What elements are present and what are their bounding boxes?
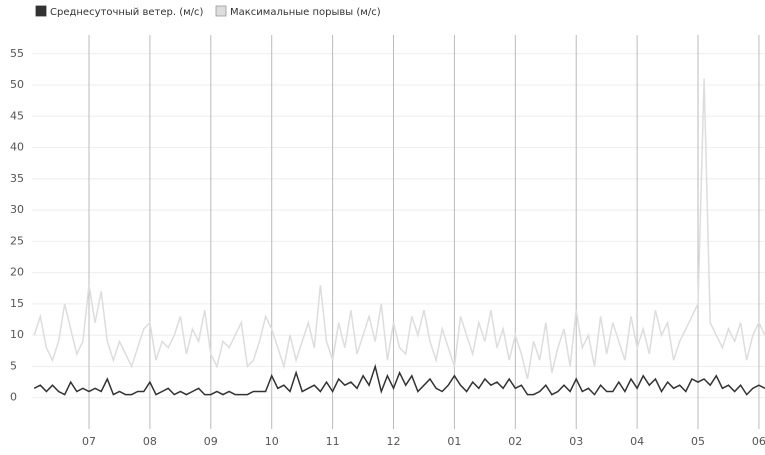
- y-tick-label: 5: [10, 359, 17, 372]
- y-tick-label: 30: [10, 203, 24, 216]
- x-tick-label: 06: [752, 435, 765, 448]
- series-line: [33, 363, 765, 396]
- y-tick-label: 50: [10, 78, 24, 91]
- x-tick-label: 03: [569, 435, 583, 448]
- y-tick-label: 15: [10, 297, 24, 310]
- legend-label: Среднесуточный ветер. (м/с): [50, 7, 204, 18]
- y-tick-label: 0: [10, 391, 17, 404]
- x-tick-label: 04: [630, 435, 644, 448]
- legend-swatch: [35, 5, 47, 17]
- x-tick-label: 07: [82, 435, 96, 448]
- x-tick-label: 02: [508, 435, 522, 448]
- y-tick-label: 45: [10, 109, 24, 122]
- x-tick-label: 01: [447, 435, 461, 448]
- x-tick-label: 10: [265, 435, 279, 448]
- legend-label: Максимальные порывы (м/с): [230, 7, 381, 18]
- y-tick-label: 35: [10, 172, 24, 185]
- y-tick-label: 25: [10, 234, 24, 247]
- x-tick-label: 08: [143, 435, 157, 448]
- y-tick-label: 20: [10, 266, 24, 279]
- y-tick-label: 10: [10, 328, 24, 341]
- legend-swatch: [215, 5, 227, 17]
- y-tick-label: 55: [10, 47, 24, 60]
- x-tick-label: 09: [204, 435, 218, 448]
- x-tick-label: 11: [326, 435, 340, 448]
- x-tick-label: 05: [691, 435, 705, 448]
- y-tick-label: 40: [10, 141, 24, 154]
- series-line: [33, 78, 765, 380]
- x-tick-label: 12: [387, 435, 401, 448]
